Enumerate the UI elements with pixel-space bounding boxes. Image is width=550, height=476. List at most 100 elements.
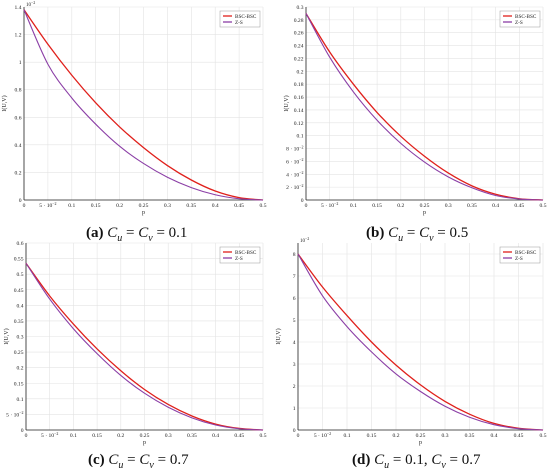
caption-c: (c) Cu = Cv = 0.7 <box>88 452 189 471</box>
chart-a-series-bsc-bsc-line <box>23 9 264 201</box>
chart-b-y-tick-label: 0.14 <box>294 108 304 114</box>
chart-c-y-axis-label: I(U,V) <box>3 328 10 344</box>
chart-d-legend-label: BSC-BSC <box>515 250 537 256</box>
chart-panel-b: 0 5 · 10−2 0.1 0.15 0.2 0.25 0.3 0.35 0.4 0.45 0.5… <box>276 0 550 216</box>
chart-a-y-tick-label: 0.6 <box>15 115 22 121</box>
chart-d-x-tick-label: 5 · 10−2 <box>314 431 331 439</box>
chart-a-y-tick-label: 0.2 <box>15 170 22 176</box>
chart-d-y-tick-label: 7 <box>293 274 296 280</box>
chart-c-grid <box>25 242 264 431</box>
chart-b-series-z-s-line <box>305 13 544 201</box>
caption-d-tag: (d) <box>352 452 371 468</box>
caption-b: (b) Cu = Cv = 0.5 <box>366 225 469 244</box>
chart-c-y-tick-label: 0.35 <box>14 319 24 325</box>
chart-a-x-tick-label: 0 <box>23 203 26 209</box>
chart-d-grid <box>297 243 544 431</box>
chart-b-x-tick-label: 0.2 <box>397 203 404 209</box>
chart-c-x-tick-label: 0.15 <box>92 433 102 439</box>
caption-c-tag: (c) <box>88 452 105 468</box>
chart-d-x-tick-label: 0.3 <box>442 433 449 439</box>
chart-c-x-tick-label: 0.4 <box>212 433 219 439</box>
chart-c-y-tick-label: 0.6 <box>17 241 24 247</box>
chart-d-x-tick-label: 0.4 <box>491 433 498 439</box>
chart-c-y-tick-label: 0.55 <box>14 257 24 263</box>
chart-b-x-tick-label: 0 <box>305 203 308 209</box>
chart-d-x-tick-label: 0.25 <box>416 433 426 439</box>
chart-c-y-tick-label: 0.3 <box>17 335 24 341</box>
chart-a-x-tick-label: 0.5 <box>260 203 267 209</box>
chart-a-x-tick-label: 0.25 <box>139 203 149 209</box>
chart-c-legend-label: BSC-BSC <box>235 250 257 256</box>
chart-b-legend-label: Z-S <box>515 20 523 26</box>
chart-d-y-tick-label: 5 <box>293 318 296 324</box>
chart-d-y-tick-label: 6 <box>293 296 296 302</box>
chart-panel-a: 0 5 · 10−2 0.1 0.15 0.2 0.25 0.3 0.35 0.4 0.45 0.5… <box>0 0 275 216</box>
chart-b-y-tick-label: 0.22 <box>294 56 304 62</box>
chart-b-y-tick-label: 0.26 <box>294 31 304 37</box>
caption-a: (a) Cu = Cv = 0.1 <box>86 225 188 244</box>
chart-c-x-tick-label: 0.25 <box>140 433 150 439</box>
chart-d-y-tick-label: 0 <box>293 428 296 434</box>
chart-c-y-tick-label: 0.2 <box>17 366 24 372</box>
chart-a-y-tick-label: 1.4 <box>15 5 22 11</box>
chart-b-y-tick-label: 6 · 10−2 <box>286 157 303 165</box>
chart-c-y-tick-label: 0 <box>21 428 24 434</box>
caption-d: (d) Cu = 0.1, Cv = 0.7 <box>352 452 481 471</box>
chart-c-y-tick-label: 0.4 <box>17 303 24 309</box>
chart-d-x-tick-label: 0.1 <box>344 433 351 439</box>
chart-c-svg: 0 5 · 10−2 0.1 0.15 0.2 0.25 0.3 0.35 0.4 0.45 0.5… <box>3 241 267 446</box>
chart-b-x-tick-label: 0.35 <box>467 203 477 209</box>
chart-a-x-tick-label: 0.1 <box>68 203 75 209</box>
chart-a-x-tick-label: 0.35 <box>186 203 196 209</box>
chart-b-y-tick-label: 4 · 10−2 <box>286 170 303 178</box>
chart-d-y-multiplier: 10−2 <box>300 236 309 244</box>
chart-b-y-tick-label: 8 · 10−2 <box>286 144 303 152</box>
chart-panel-d: 0 5 · 10−2 0.1 0.15 0.2 0.25 0.3 0.35 0.4 0.45 0.5… <box>275 236 550 448</box>
chart-d-x-tick-label: 0.35 <box>465 433 475 439</box>
chart-c-x-tick-label: 0.35 <box>187 433 197 439</box>
chart-b-y-tick-label: 0 <box>301 198 304 204</box>
chart-a-y-tick-label: 1.2 <box>15 33 22 39</box>
chart-a-x-tick-label: 5 · 10−2 <box>39 201 56 209</box>
chart-a-x-tick-label: 0.3 <box>164 203 171 209</box>
chart-b-y-tick-label: 0.28 <box>294 18 304 24</box>
chart-b-x-tick-label: 0.5 <box>540 203 547 209</box>
chart-d-y-tick-label: 2 <box>293 384 296 390</box>
chart-d-svg: 0 5 · 10−2 0.1 0.15 0.2 0.25 0.3 0.35 0.4 0.45 0.5… <box>275 236 547 446</box>
chart-c-y-tick-label: 0.1 <box>17 397 24 403</box>
caption-b-tag: (b) <box>366 225 385 241</box>
chart-b-x-tick-label: 0.15 <box>372 203 382 209</box>
chart-b-legend-label: BSC-BSC <box>515 14 537 20</box>
chart-d-legend-label: Z-S <box>515 256 523 262</box>
chart-panel-c: 0 5 · 10−2 0.1 0.15 0.2 0.25 0.3 0.35 0.4 0.45 0.5… <box>0 238 275 448</box>
chart-b-y-tick-label: 0.18 <box>294 82 304 88</box>
chart-a-legend-label: Z-S <box>235 20 243 26</box>
caption-a-tag: (a) <box>86 225 104 241</box>
chart-d-x-tick-label: 0.15 <box>367 433 377 439</box>
chart-c-x-axis-label: p <box>143 440 146 446</box>
chart-d-x-tick-label: 0.5 <box>540 433 547 439</box>
chart-a-x-tick-label: 0.45 <box>234 203 244 209</box>
chart-a-y-tick-label: 0.8 <box>15 88 22 94</box>
chart-b-y-tick-label: 0.12 <box>294 121 304 127</box>
chart-c-x-tick-label: 0.45 <box>234 433 244 439</box>
chart-d-y-tick-label: 3 <box>293 362 296 368</box>
chart-c-x-tick-label: 0.5 <box>260 433 267 439</box>
chart-a-y-tick-label: 1 <box>19 60 22 66</box>
chart-a-legend-label: BSC-BSC <box>235 14 257 20</box>
chart-b-y-tick-label: 0.24 <box>294 44 304 50</box>
chart-a-grid <box>23 6 264 201</box>
chart-d-x-tick-label: 0.45 <box>514 433 524 439</box>
chart-b-x-tick-label: 5 · 10−2 <box>321 201 338 209</box>
chart-c-x-tick-label: 0.3 <box>165 433 172 439</box>
chart-b-y-axis-label: I(U,V) <box>283 95 290 111</box>
chart-b-svg: 0 5 · 10−2 0.1 0.15 0.2 0.25 0.3 0.35 0.4 0.45 0.5… <box>283 5 547 216</box>
chart-d-x-tick-label: 0 <box>297 433 300 439</box>
chart-b-x-axis-label: p <box>423 210 426 216</box>
chart-b-grid <box>305 6 544 201</box>
chart-c-x-tick-label: 0.1 <box>70 433 77 439</box>
